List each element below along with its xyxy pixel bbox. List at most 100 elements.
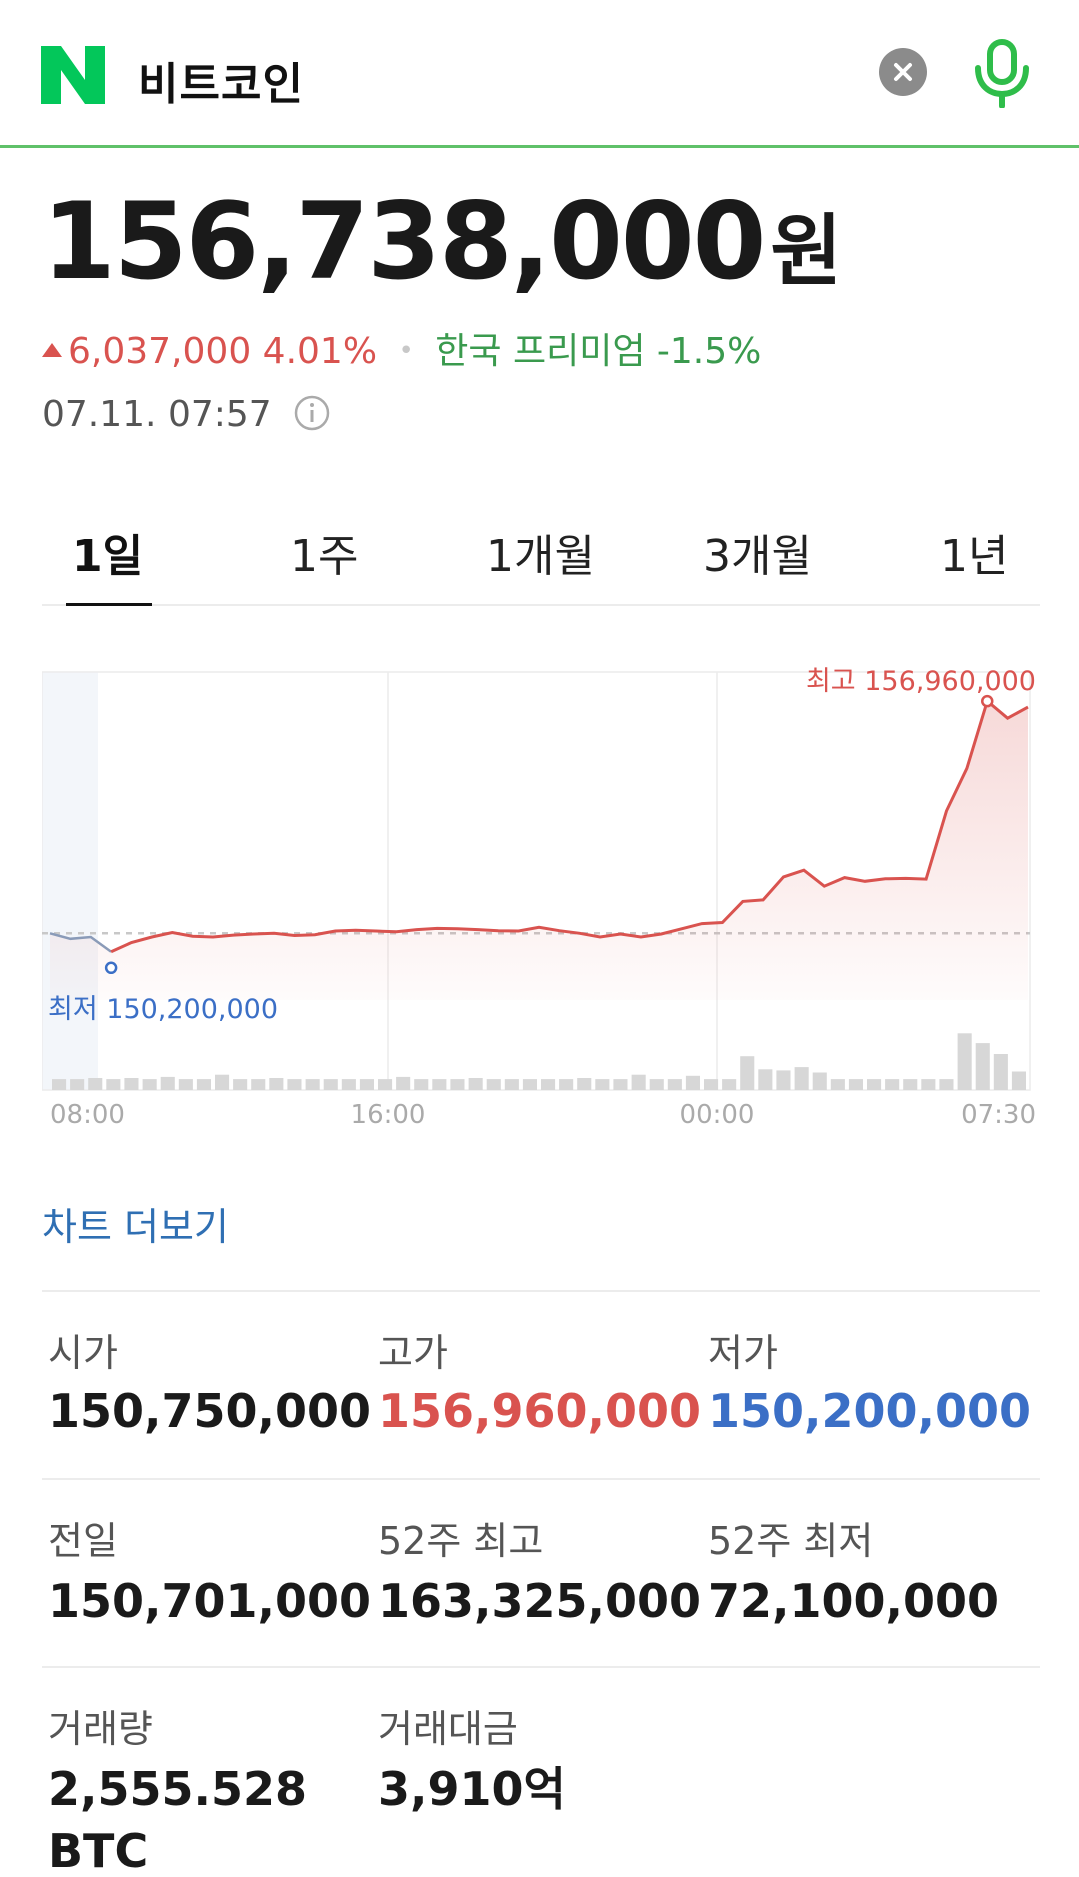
tab-1month[interactable]: 1개월: [486, 531, 595, 582]
naver-logo-icon[interactable]: [41, 46, 105, 104]
volume-bar: [704, 1079, 719, 1090]
week52-high-value: 163,325,000: [378, 1574, 702, 1628]
tab-3month[interactable]: 3개월: [703, 531, 812, 582]
change-percent: 4.01%: [262, 331, 378, 372]
prev-close-value: 150,701,000: [48, 1574, 372, 1628]
volume-bar: [124, 1078, 139, 1090]
volume-bar: [396, 1076, 411, 1090]
volume-bar: [52, 1079, 67, 1090]
chart-more-link[interactable]: 차트 더보기: [42, 1205, 229, 1249]
search-query[interactable]: 비트코인: [138, 59, 304, 110]
open-value: 150,750,000: [48, 1384, 372, 1438]
volume-bar: [867, 1079, 882, 1090]
volume-bar: [740, 1056, 755, 1090]
x-tick-label: 07:30: [961, 1100, 1036, 1130]
volume-bar: [432, 1079, 447, 1090]
volume-bar: [559, 1079, 574, 1090]
tab-1week[interactable]: 1주: [290, 531, 359, 582]
tab-1day[interactable]: 1일: [72, 531, 144, 582]
volume-bar: [414, 1079, 429, 1090]
volume-bar: [323, 1079, 338, 1090]
volume-bar: [251, 1079, 266, 1090]
divider: [42, 1666, 1040, 1668]
korea-premium: 한국 프리미엄 -1.5%: [435, 331, 762, 372]
volume-bar: [993, 1054, 1008, 1090]
high-marker: [981, 694, 994, 708]
volume-bar: [305, 1079, 320, 1090]
volume-bar: [233, 1079, 248, 1090]
timestamp: 07.11. 07:57: [42, 394, 272, 435]
up-arrow-icon: [42, 343, 62, 357]
trade-amount-value: 3,910억: [378, 1762, 566, 1816]
volume-bar: [685, 1075, 700, 1090]
trade-amount-label: 거래대금: [378, 1707, 518, 1751]
week52-low-label: 52주 최저: [708, 1519, 874, 1563]
close-icon: [894, 63, 912, 81]
high-value: 156,960,000: [378, 1384, 702, 1438]
price-change-row: 6,037,000 4.01% • 한국 프리미엄 -1.5%: [42, 322, 761, 374]
divider: [42, 1290, 1040, 1292]
price-area: [50, 701, 1028, 1000]
price-value: 156,738,000: [42, 180, 766, 303]
volume-bar: [160, 1076, 175, 1090]
high-label: 고가: [378, 1331, 448, 1375]
volume-bar: [794, 1067, 809, 1090]
week52-high-label: 52주 최고: [378, 1519, 544, 1563]
microphone-icon[interactable]: [970, 38, 1034, 108]
volume-bar: [359, 1079, 374, 1090]
volume-bar: [885, 1079, 900, 1090]
timestamp-row: 07.11. 07:57: [42, 394, 331, 435]
volume-bar: [541, 1079, 556, 1090]
volume-bar: [468, 1078, 483, 1090]
volume-bar: [504, 1079, 519, 1090]
volume-bar: [196, 1079, 211, 1090]
price-line: [110, 698, 1029, 954]
volume-bar: [975, 1043, 990, 1090]
separator-dot: •: [398, 336, 414, 366]
volume-bar: [830, 1079, 845, 1090]
volume-bar: [88, 1078, 103, 1090]
volume-bar: [1011, 1071, 1026, 1090]
volume-bar: [70, 1079, 85, 1090]
low-label: 최저 150,200,000: [48, 994, 278, 1025]
low-label: 저가: [708, 1331, 778, 1375]
volume-bar: [758, 1069, 773, 1090]
volume-label: 거래량: [48, 1707, 153, 1751]
pre-session-line: [49, 932, 112, 953]
open-label: 시가: [48, 1331, 118, 1375]
volume-bar: [522, 1079, 537, 1090]
high-label: 최고 156,960,000: [806, 666, 1036, 697]
volume-bar: [667, 1079, 682, 1090]
current-price: 156,738,000원: [42, 180, 842, 303]
x-tick-label: 08:00: [50, 1100, 125, 1130]
volume-bar: [450, 1079, 465, 1090]
volume-bar: [613, 1079, 628, 1090]
volume-bar: [776, 1070, 791, 1090]
info-icon[interactable]: [293, 394, 331, 432]
price-chart[interactable]: 최고 156,960,000 최저 150,200,000 08:00 16:00 00…: [42, 660, 1040, 1140]
x-tick-label: 16:00: [351, 1100, 426, 1130]
pre-session-shade: [42, 672, 98, 1090]
change-amount: 6,037,000: [68, 331, 252, 372]
volume-bar: [848, 1079, 863, 1090]
volume-bar: [649, 1079, 664, 1090]
volume-bar: [486, 1079, 501, 1090]
week52-low-value: 72,100,000: [708, 1574, 1000, 1628]
low-value: 150,200,000: [708, 1384, 1032, 1438]
tab-1year[interactable]: 1년: [940, 531, 1009, 582]
volume-bar: [903, 1079, 918, 1090]
low-marker: [104, 961, 118, 975]
volume-bar: [939, 1079, 954, 1090]
volume-bar: [957, 1033, 972, 1090]
volume-bar: [287, 1079, 302, 1090]
volume-bar: [595, 1079, 610, 1090]
prev-close-label: 전일: [48, 1519, 118, 1563]
period-tabs: 1일 1주 1개월 3개월 1년: [42, 510, 1040, 606]
search-header: 비트코인: [0, 0, 1079, 148]
volume-bar: [577, 1078, 592, 1090]
clear-search-button[interactable]: [879, 48, 927, 96]
volume-bar: [178, 1079, 193, 1090]
volume-bar: [106, 1079, 121, 1090]
volume-bar: [378, 1079, 393, 1090]
volume-bar: [215, 1074, 230, 1090]
